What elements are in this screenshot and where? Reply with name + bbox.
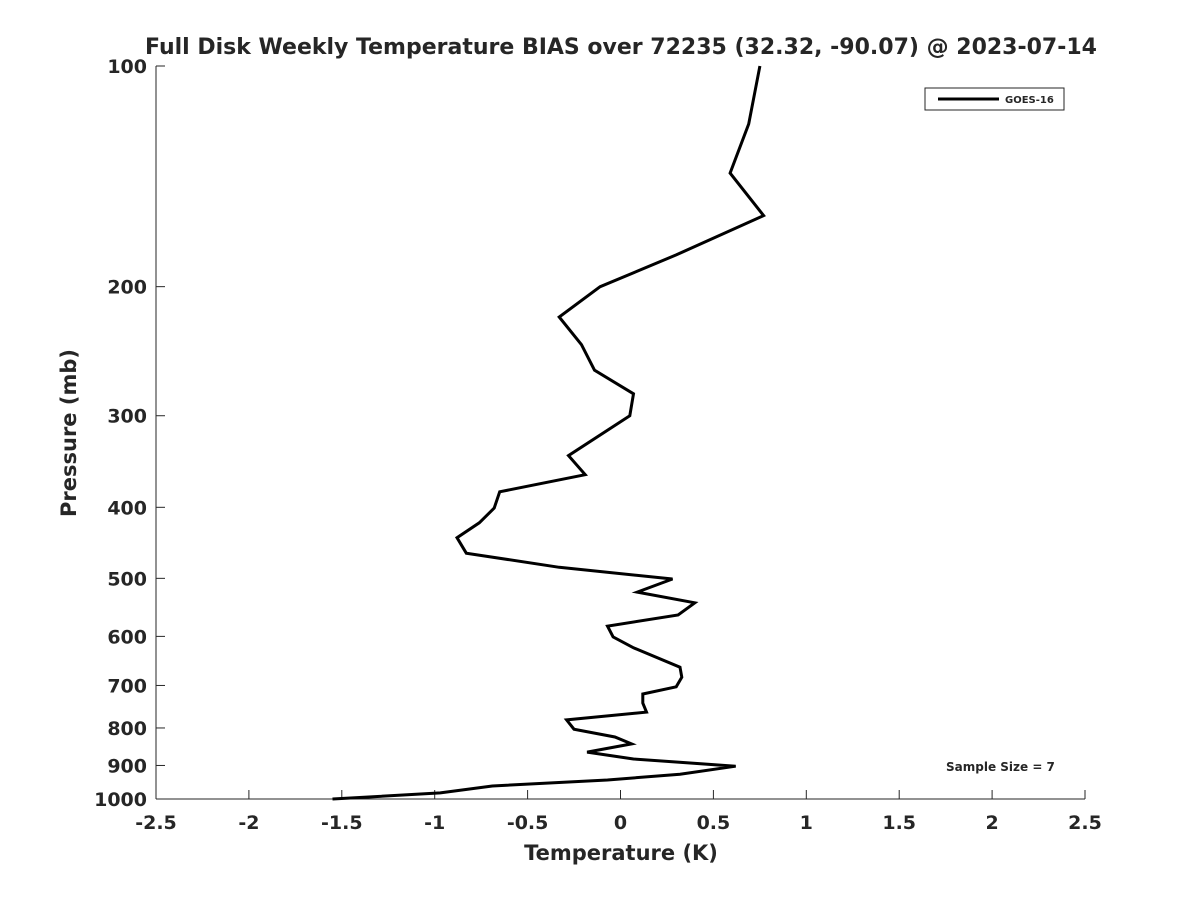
x-tick-label: 2.5 (1068, 812, 1102, 834)
x-axis: -2.5 -2 -1.5 -1 -0.5 0 0.5 1 1.5 2 2.5 (135, 790, 1102, 834)
y-axis: 100 200 300 400 500 600 700 800 900 1000 (94, 56, 165, 811)
series-line-goes-16 (332, 65, 766, 801)
x-tick-label: 1 (800, 812, 813, 834)
y-tick-label: 200 (107, 277, 147, 299)
y-tick-label: 1000 (94, 789, 147, 811)
x-axis-label: Temperature (K) (524, 841, 718, 865)
y-tick-label: 800 (107, 718, 147, 740)
x-tick-label: -0.5 (507, 812, 549, 834)
y-tick-label: 700 (107, 675, 147, 697)
y-tick-label: 300 (107, 406, 147, 428)
x-tick-label: 2 (985, 812, 998, 834)
y-tick-label: 500 (107, 568, 147, 590)
y-tick-label: 100 (107, 56, 147, 78)
x-tick-label: -1.5 (321, 812, 363, 834)
y-tick-label: 600 (107, 626, 147, 648)
legend-label: GOES-16 (1005, 95, 1054, 106)
y-tick-label: 400 (107, 497, 147, 519)
legend: GOES-16 (924, 87, 1065, 111)
x-tick-label: -1 (424, 812, 445, 834)
chart-title: Full Disk Weekly Temperature BIAS over 7… (145, 35, 1097, 60)
y-tick-label: 900 (107, 755, 147, 777)
x-tick-label: 0.5 (697, 812, 731, 834)
x-tick-label: 1.5 (882, 812, 916, 834)
y-axis-label: Pressure (mb) (57, 349, 81, 517)
x-tick-label: -2.5 (135, 812, 177, 834)
x-tick-label: -2 (238, 812, 259, 834)
sample-size-annotation: Sample Size = 7 (946, 760, 1055, 774)
x-tick-label: 0 (614, 812, 627, 834)
